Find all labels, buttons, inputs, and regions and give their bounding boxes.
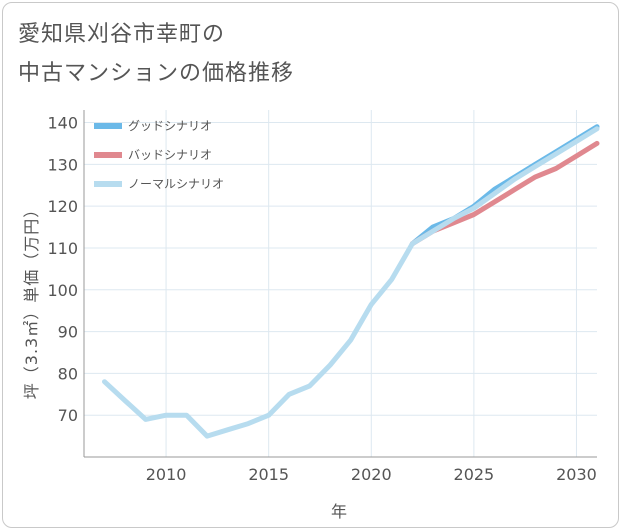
x-tick-label: 2015	[248, 465, 289, 484]
y-tick-label: 130	[47, 155, 78, 174]
x-axis-label: 年	[331, 502, 348, 521]
y-tick-label: 90	[58, 323, 78, 342]
y-tick-label: 100	[47, 281, 78, 300]
chart-title-line1: 愛知県刈谷市幸町の	[18, 22, 226, 47]
legend-label: グッドシナリオ	[128, 119, 212, 133]
y-tick-label: 110	[47, 239, 78, 258]
legend-label: バッドシナリオ	[128, 148, 212, 162]
series-line	[102, 126, 600, 439]
chart-title-line2: 中古マンションの価格推移	[18, 61, 295, 86]
x-tick-label: 2010	[146, 465, 187, 484]
x-tick-label: 2020	[351, 465, 392, 484]
x-tick-label: 2025	[454, 465, 495, 484]
y-tick-label: 70	[58, 406, 78, 425]
legend-label: ノーマルシナリオ	[128, 177, 224, 191]
y-tick-label: 80	[58, 364, 78, 383]
y-tick-label: 140	[47, 114, 78, 133]
x-tick-label: 2030	[556, 465, 597, 484]
y-tick-label: 120	[47, 197, 78, 216]
